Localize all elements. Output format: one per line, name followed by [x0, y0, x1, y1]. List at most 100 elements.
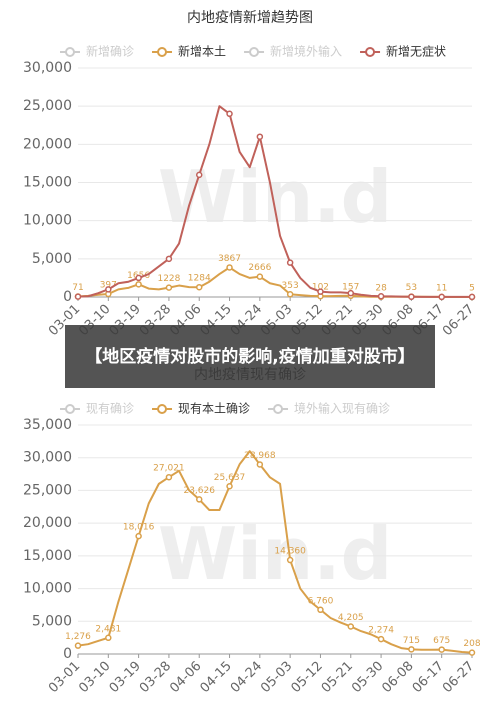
point-marker — [468, 293, 476, 301]
y-tick-label: 30,000 — [23, 450, 72, 466]
x-tick-label: 03-10 — [76, 659, 113, 696]
legend-icon — [157, 404, 168, 414]
chart-title: 内地疫情新增趋势图 — [187, 10, 313, 26]
x-tick-label: 06-27 — [440, 659, 477, 696]
y-tick-label: 25,000 — [23, 98, 72, 114]
y-tick-label: 30,000 — [23, 60, 72, 76]
series-line — [77, 450, 473, 654]
legend-label: 新增无症状 — [386, 44, 446, 59]
point-marker — [256, 273, 264, 280]
data-label: 715 — [403, 636, 420, 646]
data-label: 4,205 — [338, 613, 364, 623]
y-tick-label: 35,000 — [23, 417, 72, 433]
point-marker — [195, 171, 203, 179]
x-tick-label: 03-01 — [46, 659, 83, 696]
data-label: 1,276 — [65, 632, 91, 642]
x-tick-label: 03-19 — [107, 659, 144, 696]
x-tick-label: 03-28 — [137, 659, 174, 696]
point-marker — [317, 288, 324, 295]
y-tick-label: 15,000 — [23, 548, 72, 564]
data-label: 18,016 — [123, 523, 155, 533]
data-label: 353 — [282, 281, 299, 291]
y-tick-label: 0 — [63, 289, 72, 305]
data-label: 2,274 — [368, 626, 394, 636]
point-marker — [105, 286, 112, 293]
y-tick-label: 15,000 — [23, 175, 72, 191]
x-tick-label: 06-27 — [440, 302, 477, 339]
legend-label: 新增境外输入 — [270, 44, 342, 59]
data-label: 28,968 — [244, 451, 276, 461]
x-tick-label: 05-03 — [258, 659, 295, 696]
x-tick-label: 05-30 — [349, 659, 386, 696]
y-tick-label: 5,000 — [32, 251, 72, 267]
data-label: 53 — [406, 283, 417, 293]
data-label: 27,021 — [153, 464, 185, 474]
point-marker — [135, 532, 142, 540]
x-tick-label: 06-17 — [410, 659, 447, 696]
data-label: 71 — [72, 283, 83, 293]
point-marker — [286, 291, 294, 298]
data-label: 2,481 — [95, 624, 121, 634]
point-marker — [135, 281, 142, 288]
y-tick-label: 5,000 — [32, 613, 72, 629]
series-line — [77, 105, 473, 298]
legend-label: 现有确诊 — [86, 402, 134, 416]
point-marker — [74, 293, 82, 300]
watermark: Win.d — [158, 155, 392, 239]
legend-icon — [273, 404, 284, 414]
y-tick-label: 0 — [63, 646, 72, 662]
legend-icon — [65, 404, 75, 414]
data-label: 6,760 — [308, 596, 334, 606]
data-label: 397 — [100, 280, 117, 290]
legend-label: 新增确诊 — [86, 44, 134, 59]
point-marker — [256, 461, 264, 468]
point-marker — [195, 283, 203, 291]
data-label: 11 — [436, 283, 447, 293]
point-marker — [256, 133, 264, 140]
point-marker — [468, 649, 476, 656]
data-label: 28 — [375, 283, 387, 293]
point-marker — [195, 496, 203, 503]
point-marker — [105, 634, 112, 642]
watermark: Win.d — [158, 512, 392, 596]
point-marker — [165, 284, 173, 291]
point-marker — [286, 556, 294, 564]
point-marker — [226, 110, 233, 118]
data-label: 14,360 — [274, 547, 306, 557]
point-marker — [286, 259, 294, 266]
point-marker — [438, 646, 445, 653]
legend-label: 新增本土 — [178, 44, 226, 59]
point-marker — [377, 292, 385, 300]
y-tick-label: 25,000 — [23, 482, 72, 498]
data-label: 25,637 — [214, 473, 246, 483]
point-marker — [347, 623, 355, 630]
data-label: 1284 — [188, 274, 211, 284]
point-marker — [408, 293, 415, 301]
x-tick-label: 04-15 — [198, 659, 235, 696]
y-tick-label: 10,000 — [23, 581, 72, 597]
legend-icon — [65, 47, 75, 57]
point-marker — [347, 289, 355, 297]
data-label: 23,626 — [183, 486, 215, 496]
point-marker — [165, 473, 173, 481]
legend-label: 境外输入现有确诊 — [294, 401, 390, 416]
data-label: 157 — [342, 282, 359, 292]
data-label: 2666 — [248, 263, 271, 273]
y-tick-label: 20,000 — [23, 515, 72, 531]
x-tick-label: 05-12 — [288, 659, 325, 696]
y-tick-label: 20,000 — [23, 136, 72, 152]
x-tick-label: 05-21 — [319, 659, 356, 696]
x-tick-label: 06-08 — [379, 659, 416, 696]
data-label: 3867 — [218, 254, 241, 264]
data-label: 675 — [433, 636, 450, 646]
y-tick-label: 10,000 — [23, 213, 72, 229]
data-label: 5 — [469, 283, 475, 293]
point-marker — [317, 606, 324, 614]
point-marker — [165, 255, 173, 263]
data-label: 102 — [312, 283, 329, 293]
point-marker — [438, 293, 445, 301]
legend-icon — [157, 47, 168, 57]
legend-icon — [249, 47, 260, 57]
x-tick-label: 04-06 — [167, 659, 204, 696]
